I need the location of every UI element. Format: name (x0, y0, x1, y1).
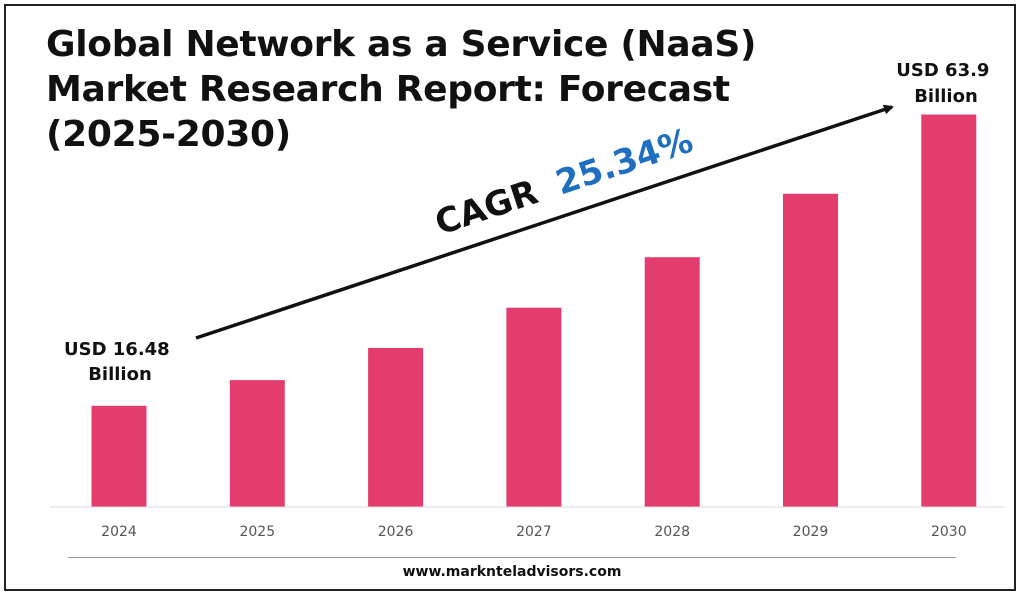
bar-2027 (506, 307, 562, 507)
end-value-line1: USD 63.9 (896, 60, 989, 81)
x-tick-label-2028: 2028 (654, 524, 690, 540)
bar-2024 (91, 405, 147, 507)
x-tick-label-2026: 2026 (378, 524, 414, 540)
footer-divider (68, 557, 956, 558)
x-tick-label-2025: 2025 (239, 524, 275, 540)
x-tick-label-2024: 2024 (101, 524, 137, 540)
x-tick-labels: 2024 2025 2026 2027 2028 2029 2030 (101, 524, 966, 540)
footer-url: www.marknteladvisors.com (402, 564, 622, 580)
bar-2025 (229, 380, 285, 507)
cagr-annotation: CAGR 25.34% (430, 121, 698, 244)
start-value-line1: USD 16.48 (64, 339, 170, 360)
bar-2026 (368, 348, 424, 507)
x-tick-label-2029: 2029 (793, 524, 829, 540)
cagr-prefix: CAGR (430, 172, 543, 243)
end-value-line2: Billion (914, 86, 978, 107)
bar-2030 (921, 114, 977, 507)
chart-title: Global Network as a Service (NaaS) Marke… (46, 24, 757, 155)
growth-arrow (195, 104, 894, 340)
x-tick-label-2027: 2027 (516, 524, 552, 540)
bar-2029 (783, 193, 838, 508)
end-value-label: USD 63.9 Billion (896, 60, 995, 107)
x-tick-label-2030: 2030 (931, 524, 967, 540)
bar-2028 (644, 257, 700, 507)
start-value-label: USD 16.48 Billion (64, 339, 176, 385)
bars-layer (91, 114, 977, 508)
start-value-line2: Billion (88, 364, 152, 385)
cagr-value: 25.34% (551, 121, 698, 204)
